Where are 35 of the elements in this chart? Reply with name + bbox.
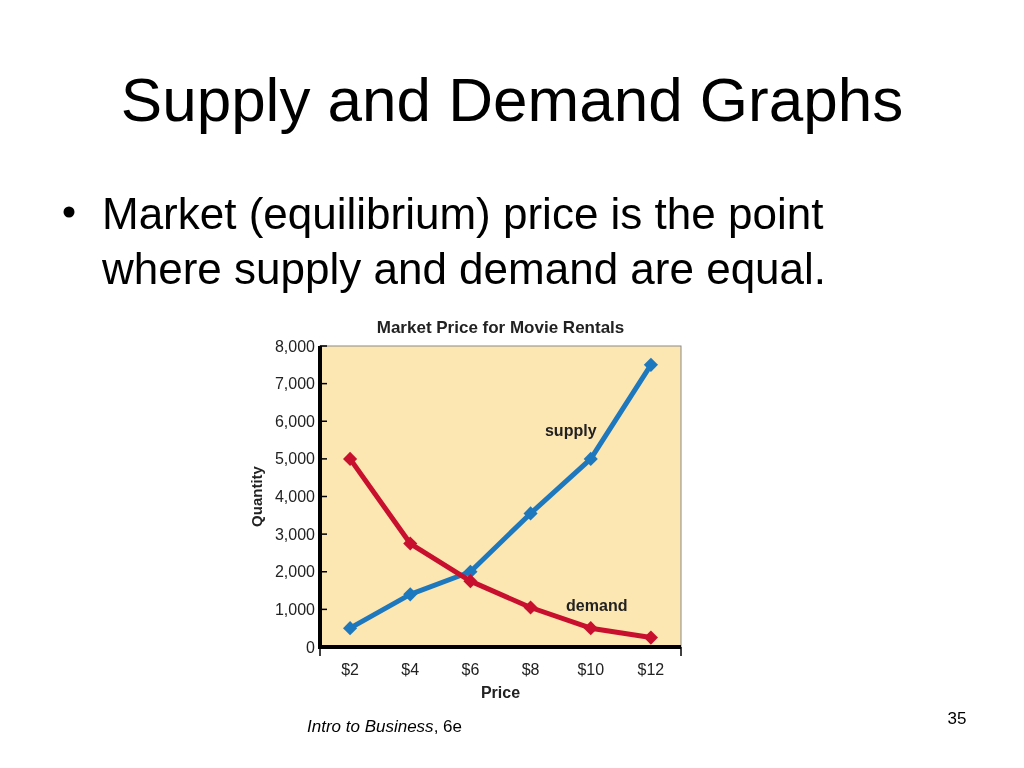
y-tick-label: 8,000 bbox=[274, 337, 316, 355]
y-tick-label: 6,000 bbox=[274, 412, 316, 430]
point bbox=[343, 451, 358, 466]
point bbox=[403, 536, 418, 551]
y-axis-title: Quantity bbox=[248, 465, 265, 527]
y-tick-label: 1,000 bbox=[274, 600, 316, 618]
y-tick-label: 0 bbox=[306, 638, 316, 656]
point bbox=[343, 621, 358, 636]
x-tick-label: $4 bbox=[401, 661, 420, 678]
y-tick-label: 5,000 bbox=[274, 450, 316, 468]
point bbox=[643, 630, 658, 645]
series-label: supply bbox=[544, 421, 597, 439]
y-tick-label: 2,000 bbox=[274, 563, 316, 581]
x-tick-label: $6 bbox=[461, 661, 480, 678]
point bbox=[523, 506, 538, 521]
x-tick-label: $10 bbox=[577, 661, 605, 678]
series-label: demand bbox=[566, 597, 628, 615]
text: Market (equilibrium) price is the point where supply and demand are equal. bbox=[102, 188, 828, 295]
point bbox=[523, 600, 538, 615]
x-axis-title: Price bbox=[480, 684, 521, 701]
point bbox=[463, 574, 478, 589]
point bbox=[403, 587, 418, 602]
y-tick-label: 3,000 bbox=[274, 525, 316, 543]
text: Intro to Business, 6e bbox=[307, 717, 462, 736]
point bbox=[583, 621, 598, 636]
point bbox=[643, 357, 658, 372]
text: Supply and Demand Graphs bbox=[120, 65, 904, 134]
y-tick-label: 7,000 bbox=[274, 375, 316, 393]
x-tick-label: $8 bbox=[521, 661, 540, 678]
y-tick-label: 4,000 bbox=[274, 488, 316, 506]
point bbox=[583, 451, 598, 466]
x-tick-label: $12 bbox=[637, 661, 665, 678]
chart-title: Market Price for Movie Rentals bbox=[376, 318, 625, 337]
text: 35 bbox=[947, 709, 967, 728]
x-tick-label: $2 bbox=[341, 661, 360, 678]
